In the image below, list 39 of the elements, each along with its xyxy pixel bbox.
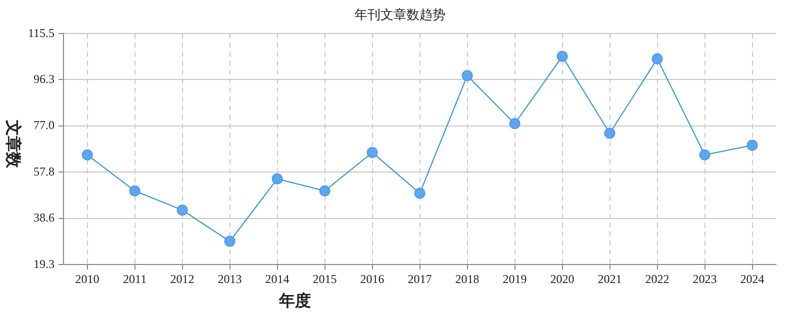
x-tick-label: 2016 bbox=[360, 272, 384, 286]
x-tick-label: 2021 bbox=[598, 272, 622, 286]
point bbox=[556, 50, 568, 62]
x-axis-title: 年度 bbox=[278, 291, 312, 310]
x-tick-label: 2023 bbox=[692, 272, 717, 286]
point bbox=[652, 53, 663, 64]
x-tick-label: 2014 bbox=[265, 272, 290, 286]
x-tick-label: 2013 bbox=[218, 272, 242, 286]
point bbox=[604, 128, 616, 139]
point bbox=[224, 236, 236, 247]
x-tick-label: 2012 bbox=[170, 272, 194, 286]
y-tick-label: 96.3 bbox=[34, 72, 55, 86]
point bbox=[176, 204, 188, 216]
point bbox=[82, 149, 93, 160]
chart-title: 年刊文章数趋势 bbox=[354, 7, 446, 22]
point bbox=[272, 173, 283, 184]
point bbox=[414, 188, 426, 199]
x-tick-label: 2022 bbox=[645, 272, 670, 286]
x-tick-label: 2011 bbox=[123, 272, 147, 286]
y-tick-label: 57.8 bbox=[34, 164, 55, 178]
x-tick-label: 2020 bbox=[550, 272, 574, 286]
point bbox=[699, 149, 710, 160]
y-tick-label: 115.5 bbox=[28, 26, 55, 40]
point bbox=[319, 185, 330, 196]
x-tick-label: 2018 bbox=[455, 272, 480, 286]
x-tick-label: 2024 bbox=[740, 272, 764, 286]
y-axis-title: 文章数 bbox=[4, 119, 22, 170]
point bbox=[366, 146, 378, 158]
point bbox=[462, 70, 473, 82]
y-tick-label: 77.0 bbox=[34, 118, 55, 132]
y-tick-label: 19.3 bbox=[34, 256, 55, 271]
point bbox=[509, 118, 520, 130]
y-tick-label: 38.6 bbox=[34, 210, 55, 224]
point bbox=[746, 140, 758, 151]
point bbox=[129, 185, 140, 196]
x-tick-label: 2019 bbox=[502, 272, 527, 286]
x-tick-label: 2010 bbox=[75, 272, 100, 286]
x-tick-label: 2017 bbox=[408, 272, 432, 286]
x-tick-label: 2015 bbox=[312, 272, 337, 286]
